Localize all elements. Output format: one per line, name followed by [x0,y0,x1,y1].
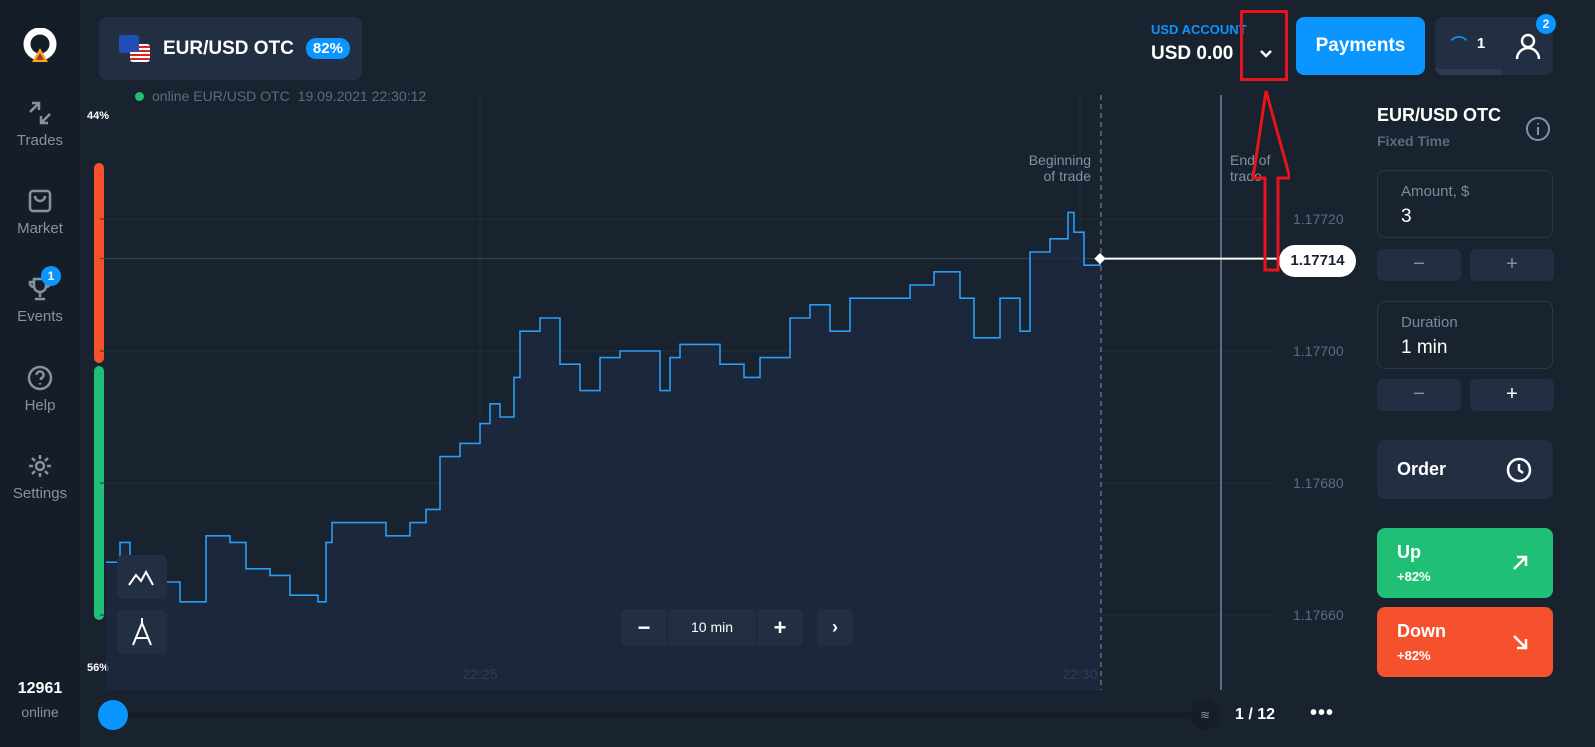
zoom-out-button[interactable]: − [637,614,651,640]
price-line [106,211,1101,603]
eur-usd-flag-icon [119,34,150,62]
duration-decrease-button[interactable]: − [1377,379,1461,411]
gear-icon [29,455,51,477]
zoom-control: − 10 min + [621,609,803,646]
current-price-marker [1094,252,1106,265]
y-tick-label: 1.17720 [1293,211,1344,227]
more-options-icon[interactable]: ••• [1310,702,1335,724]
compass-icon [132,618,152,646]
open-trades-button[interactable]: ⌒ 1 [1435,17,1501,75]
y-tick-label: 1.17680 [1293,475,1344,491]
page-indicator: 1 / 12 [1235,706,1276,723]
sentiment-sell-bar [94,163,104,363]
chevron-down-icon[interactable] [1258,48,1274,60]
sentiment-top: 44% [87,110,110,122]
user-icon[interactable] [1513,31,1543,61]
amount-increase-button[interactable]: + [1470,249,1554,281]
help-icon [27,365,53,391]
timeline-scrollbar[interactable] [128,712,1193,718]
annotation-arrow-icon [1251,90,1290,272]
scroll-right-button[interactable]: › [817,609,853,646]
duration-increase-button[interactable]: + [1470,379,1554,411]
clock-icon [1506,457,1532,483]
info-icon[interactable] [1525,116,1551,142]
payments-button[interactable]: Payments [1296,17,1425,75]
sidebar-item-trades[interactable]: Trades [0,100,80,149]
bag-icon [28,189,52,213]
highlight-box [1240,10,1288,81]
events-badge: 1 [41,266,61,286]
price-area [106,212,1100,690]
sidebar-item-label: Market [17,220,63,237]
zoom-in-button[interactable]: + [773,614,787,640]
sidebar-item-events[interactable]: Events 1 [0,266,80,325]
arrow-up-right-icon [1513,555,1528,570]
chart-type-button[interactable] [117,555,167,599]
duration-input[interactable]: Duration 1 min [1377,301,1553,369]
profile-area: ⌒ 1 2 [1435,14,1556,75]
y-tick-label: 1.17660 [1293,607,1344,623]
order-button[interactable]: Order [1377,440,1553,499]
sidebar: Trades Market Events 1 Help Settings 1296… [0,0,80,747]
current-price-label: 1.17714 [1279,245,1356,277]
trade-wave-icon: ⌒ [1450,37,1467,54]
asset-selector[interactable]: EUR/USD OTC 82% [99,17,362,80]
payout-badge: 82% [305,38,350,59]
sidebar-item-settings[interactable]: Settings [0,453,80,502]
notifications-badge: 2 [1536,14,1556,34]
online-count: 12961 online [17,680,63,720]
trade-mode: Fixed Time [1377,133,1450,149]
up-button[interactable]: Up +82% [1377,528,1553,598]
amount-input[interactable]: Amount, $3 [1377,170,1553,238]
amount-decrease-button[interactable]: − [1377,249,1461,281]
logo [23,28,57,62]
sidebar-item-help[interactable]: Help [0,365,80,414]
timeline-live-button[interactable] [98,700,128,730]
beginning-of-trade-label: Beginning of trade [1028,152,1091,184]
chart-line-icon [128,569,154,586]
account-selector[interactable]: USD ACCOUNT USD 0.00 [1151,22,1247,64]
down-button[interactable]: Down +82% [1377,607,1553,677]
timeframe-value[interactable]: 10 min [667,609,757,646]
asset-name: EUR/USD OTC [163,37,294,59]
online-dot-icon [135,91,144,101]
sidebar-item-label: Settings [12,485,68,502]
drawing-tools-button[interactable] [117,610,167,654]
sidebar-item-label: Help [24,397,56,414]
sentiment-buy-bar [94,366,104,620]
sidebar-item-market[interactable]: Market [0,188,80,237]
sidebar-item-label: Events [17,308,63,325]
sidebar-item-label: Trades [16,132,64,149]
status-line: online EUR/USD OTC 19.09.2021 22:30:12 [135,88,426,104]
panel-asset-name: EUR/USD OTC [1377,105,1502,125]
arrows-icon [29,101,51,125]
sentiment-bottom: 56% [87,662,110,674]
y-tick-label: 1.17700 [1293,343,1344,359]
arrow-down-right-icon [1513,635,1528,650]
collapse-icon[interactable]: ≋ [1190,700,1220,730]
